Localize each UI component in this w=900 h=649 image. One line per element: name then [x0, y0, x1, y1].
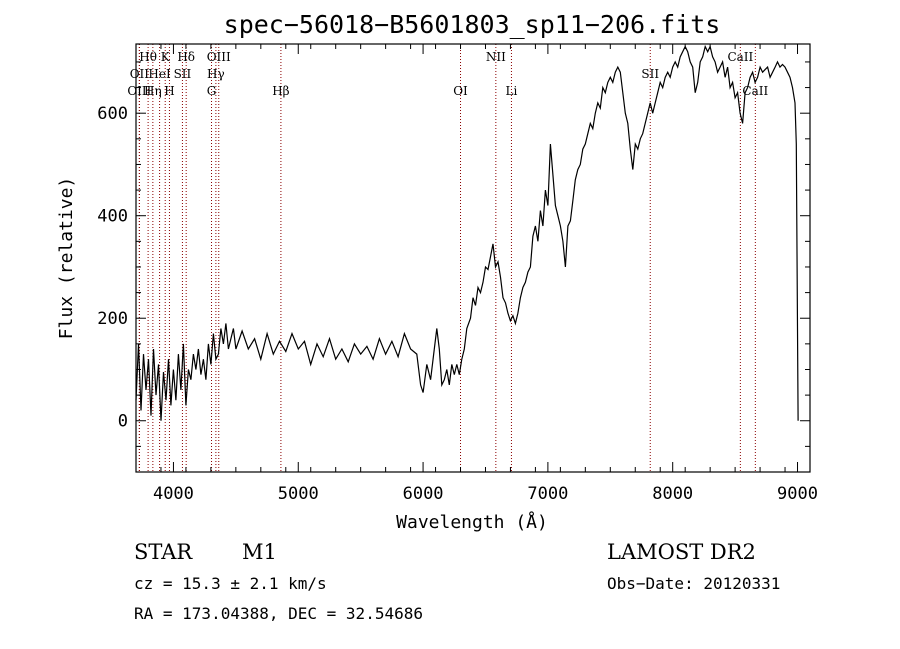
y-tick-label: 0 [118, 412, 128, 432]
spectral-line-label: SII [641, 67, 659, 81]
spectral-line-label: HeI [148, 67, 171, 81]
spectrum-chart: spec−56018−B5601803_sp11−206.fits Hθ K Hδ O… [56, 10, 818, 533]
spectral-line-label: CaII [727, 50, 753, 64]
spectral-line-label: Hθ [139, 50, 157, 64]
spectral-line-label: Li [506, 84, 518, 98]
spectral-line-label: H [164, 84, 174, 98]
y-tick-label: 600 [97, 104, 128, 124]
spectral-line-label: OIII [207, 50, 231, 64]
object-subclass: M1 [242, 540, 277, 564]
spectral-line-label: SII [174, 67, 192, 81]
spectral-line-label: Hη [144, 84, 162, 98]
x-tick-label: 9000 [777, 484, 818, 504]
spectral-line-label: G [207, 84, 217, 98]
x-tick-label: 6000 [403, 484, 444, 504]
y-axis-label: Flux (relative) [56, 177, 77, 340]
spectral-line-label: Hγ [207, 67, 225, 81]
y-tick-label: 400 [97, 207, 128, 227]
x-tick-label: 5000 [278, 484, 319, 504]
spectral-line-label: OIII [127, 84, 151, 98]
x-tick-label: 8000 [652, 484, 693, 504]
x-tick-label: 4000 [153, 484, 194, 504]
spectrum-line [135, 44, 799, 421]
spectral-line-label: NII [486, 50, 506, 64]
spectral-line-label: OI [453, 84, 468, 98]
x-axis-label: Wavelength (Å) [396, 511, 548, 533]
survey-name: LAMOST DR2 [607, 540, 756, 564]
axis-ticks: 4000 5000 6000 7000 8000 9000 0 200 400 600 [97, 44, 818, 504]
spectral-line-label: Hβ [272, 84, 289, 98]
object-class: STAR [134, 540, 193, 564]
plot-frame [135, 43, 811, 473]
observation-date: Obs−Date: 20120331 [607, 574, 781, 593]
chart-title: spec−56018−B5601803_sp11−206.fits [224, 10, 721, 39]
x-tick-label: 7000 [527, 484, 568, 504]
spectral-line-label: OII [130, 67, 150, 81]
spectral-line-label: Hδ [177, 50, 195, 64]
spectral-line-label: CaII [742, 84, 768, 98]
redshift-readout: cz = 15.3 ± 2.1 km/s [134, 574, 327, 593]
y-tick-label: 200 [97, 309, 128, 329]
spectral-line-label: K [161, 50, 171, 64]
spectral-line-markers [138, 44, 756, 472]
coordinates-readout: RA = 173.04388, DEC = 32.54686 [134, 604, 423, 623]
